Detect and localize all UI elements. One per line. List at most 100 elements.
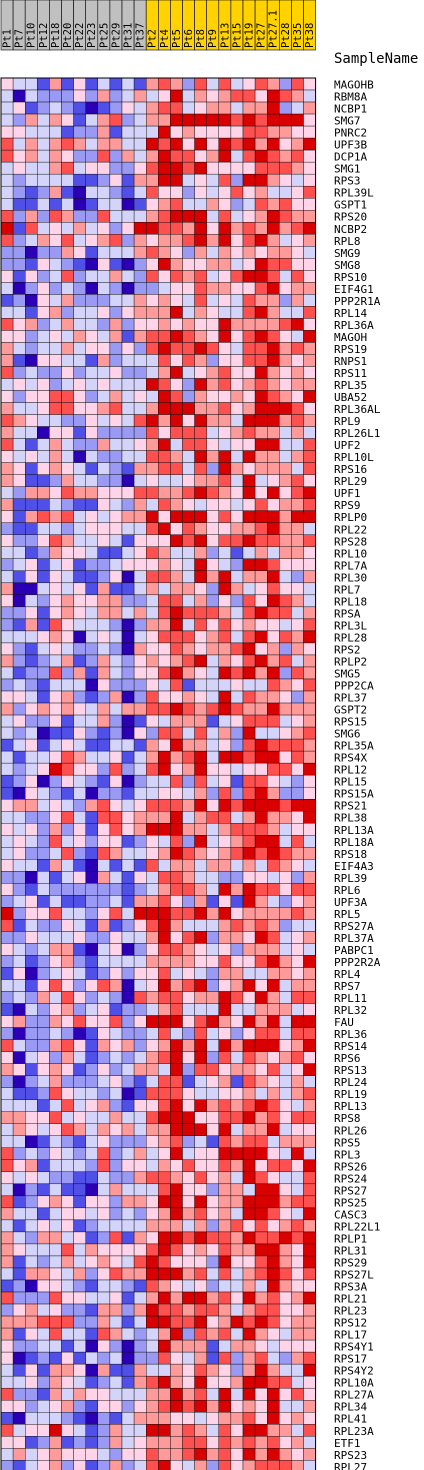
heatmap-cell: [291, 162, 303, 174]
heatmap-cell: [304, 1220, 316, 1232]
heatmap-cell: [134, 992, 146, 1004]
heatmap-cell: [37, 727, 49, 739]
heatmap-cell: [122, 823, 134, 835]
heatmap-cell: [62, 499, 74, 511]
heatmap-cell: [207, 258, 219, 270]
heatmap-cell: [49, 992, 61, 1004]
heatmap-cell: [62, 727, 74, 739]
heatmap-cell: [86, 535, 98, 547]
heatmap-cell: [170, 270, 182, 282]
heatmap-cell: [74, 1148, 86, 1160]
heatmap-cell: [304, 595, 316, 607]
heatmap-cell: [279, 318, 291, 330]
heatmap-cell: [110, 1016, 122, 1028]
heatmap-cell: [49, 78, 61, 90]
heatmap-cell: [207, 1280, 219, 1292]
heatmap-cell: [37, 871, 49, 883]
heatmap-cell: [195, 727, 207, 739]
heatmap-cell: [291, 427, 303, 439]
heatmap-cell: [25, 823, 37, 835]
heatmap-cell: [134, 775, 146, 787]
heatmap-cell: [146, 1436, 158, 1448]
heatmap-cell: [207, 1352, 219, 1364]
heatmap-cell: [255, 511, 267, 523]
heatmap-cell: [279, 547, 291, 559]
heatmap-cell: [291, 1184, 303, 1196]
heatmap-cell: [304, 980, 316, 992]
heatmap-cell: [304, 174, 316, 186]
heatmap-cell: [122, 919, 134, 931]
heatmap-cell: [146, 282, 158, 294]
heatmap-cell: [267, 1460, 279, 1470]
heatmap-cell: [207, 799, 219, 811]
heatmap-cell: [86, 595, 98, 607]
heatmap-cell: [291, 559, 303, 571]
heatmap-cell: [110, 210, 122, 222]
heatmap-cell: [134, 619, 146, 631]
heatmap-cell: [146, 1148, 158, 1160]
heatmap-cell: [291, 306, 303, 318]
heatmap-cell: [291, 787, 303, 799]
heatmap-cell: [122, 1136, 134, 1148]
heatmap-cell: [110, 1436, 122, 1448]
heatmap-cell: [62, 967, 74, 979]
heatmap-cell: [183, 90, 195, 102]
heatmap-cell: [255, 679, 267, 691]
heatmap-cell: [243, 679, 255, 691]
heatmap-cell: [25, 1064, 37, 1076]
heatmap-cell: [37, 90, 49, 102]
heatmap-cell: [62, 379, 74, 391]
heatmap-cell: [110, 739, 122, 751]
heatmap-cell: [219, 330, 231, 342]
heatmap-cell: [49, 1148, 61, 1160]
heatmap-cell: [291, 715, 303, 727]
heatmap-cell: [74, 631, 86, 643]
heatmap-cell: [231, 427, 243, 439]
heatmap-cell: [1, 1340, 13, 1352]
heatmap-cell: [279, 823, 291, 835]
heatmap-cell: [122, 679, 134, 691]
heatmap-cell: [134, 907, 146, 919]
heatmap-cell: [279, 487, 291, 499]
heatmap-cell: [255, 739, 267, 751]
heatmap-cell: [1, 138, 13, 150]
heatmap-cell: [146, 1184, 158, 1196]
heatmap-cell: [25, 967, 37, 979]
heatmap-cell: [219, 955, 231, 967]
heatmap-cell: [243, 559, 255, 571]
heatmap-cell: [25, 547, 37, 559]
heatmap-cell: [134, 1076, 146, 1088]
heatmap-cell: [62, 823, 74, 835]
heatmap-cell: [291, 282, 303, 294]
heatmap-cell: [74, 1100, 86, 1112]
heatmap-cell: [158, 931, 170, 943]
heatmap-cell: [98, 78, 110, 90]
heatmap-cell: [134, 1268, 146, 1280]
heatmap-cell: [122, 270, 134, 282]
heatmap-cell: [243, 162, 255, 174]
heatmap-cell: [25, 859, 37, 871]
heatmap-cell: [231, 595, 243, 607]
heatmap-cell: [122, 210, 134, 222]
heatmap-cell: [25, 571, 37, 583]
heatmap-cell: [13, 198, 25, 210]
heatmap-cell: [183, 138, 195, 150]
heatmap-cell: [231, 751, 243, 763]
heatmap-cell: [267, 1016, 279, 1028]
heatmap-cell: [170, 859, 182, 871]
heatmap-cell: [195, 823, 207, 835]
heatmap-cell: [170, 1256, 182, 1268]
heatmap-cell: [74, 619, 86, 631]
heatmap-cell: [170, 1424, 182, 1436]
heatmap-cell: [74, 475, 86, 487]
column-label: Pt27: [256, 23, 268, 48]
heatmap-cell: [13, 823, 25, 835]
heatmap-cell: [279, 1064, 291, 1076]
heatmap-cell: [231, 787, 243, 799]
heatmap-cell: [86, 234, 98, 246]
heatmap-cell: [134, 1328, 146, 1340]
heatmap-cell: [267, 1364, 279, 1376]
heatmap-cell: [291, 1340, 303, 1352]
heatmap-cell: [255, 583, 267, 595]
heatmap-cell: [170, 210, 182, 222]
